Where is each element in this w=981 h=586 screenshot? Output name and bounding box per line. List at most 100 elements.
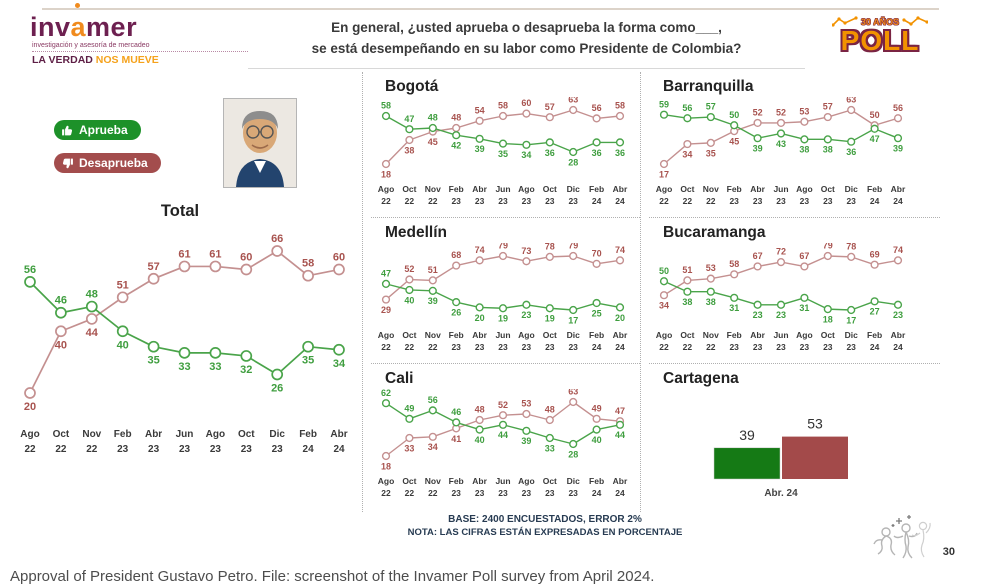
svg-text:39: 39 [521,436,531,446]
svg-text:56: 56 [428,395,438,405]
svg-text:Abr: Abr [750,330,765,340]
svg-text:22: 22 [405,342,415,352]
svg-text:Ago: Ago [656,330,673,340]
svg-text:24: 24 [870,342,880,352]
svg-text:63: 63 [568,97,578,105]
svg-text:24: 24 [592,342,602,352]
top-divider [42,8,939,10]
svg-text:23: 23 [846,196,856,206]
legend-desaprueba-label: Desaprueba [79,156,148,170]
svg-text:34: 34 [682,149,692,159]
svg-text:23: 23 [475,488,485,498]
medellin-title: Medellín [385,224,448,241]
svg-text:22: 22 [381,196,391,206]
svg-text:23: 23 [800,196,810,206]
svg-text:23: 23 [893,310,903,320]
svg-text:23: 23 [522,342,532,352]
svg-text:58: 58 [615,101,625,111]
svg-text:53: 53 [521,399,531,409]
svg-text:23: 23 [210,444,222,455]
svg-text:23: 23 [522,196,532,206]
svg-text:Oct: Oct [238,429,255,440]
svg-text:23: 23 [451,342,461,352]
svg-text:24: 24 [893,342,903,352]
svg-text:23: 23 [729,342,739,352]
svg-text:Feb: Feb [867,330,882,340]
svg-text:Feb: Feb [589,330,604,340]
svg-text:Oct: Oct [680,184,694,194]
svg-text:39: 39 [893,144,903,154]
svg-text:23: 23 [475,342,485,352]
svg-text:72: 72 [776,247,786,257]
svg-text:56: 56 [24,264,36,276]
svg-text:40: 40 [404,295,414,305]
cali-title: Cali [385,370,414,387]
svg-text:20: 20 [615,313,625,323]
svg-text:23: 23 [272,444,284,455]
svg-text:22: 22 [659,196,669,206]
logo-dot-icon [74,3,80,8]
bogota-title: Bogotá [385,78,439,95]
svg-text:Oct: Oct [402,184,416,194]
svg-text:50: 50 [659,266,669,276]
legend-desaprueba: Desaprueba [54,153,161,173]
svg-text:74: 74 [615,245,625,255]
right-column: Barranquilla 59 17 Ago 22 56 34 Oct 22 57 35 Nov 22… [640,72,940,512]
svg-text:35: 35 [147,355,159,367]
svg-text:23: 23 [568,196,578,206]
svg-text:Ago: Ago [378,476,395,486]
svg-text:67: 67 [753,251,763,261]
svg-text:23: 23 [729,196,739,206]
svg-text:45: 45 [428,137,438,147]
svg-text:Jun: Jun [176,429,194,440]
svg-text:20: 20 [475,313,485,323]
svg-text:57: 57 [147,261,159,273]
svg-text:Feb: Feb [727,330,742,340]
svg-text:60: 60 [521,98,531,108]
svg-text:Dic: Dic [567,184,581,194]
svg-text:36: 36 [615,148,625,158]
svg-text:23: 23 [545,342,555,352]
svg-text:24: 24 [333,444,345,455]
nota-note: NOTA: LAS CIFRAS ESTÁN EXPRESADAS EN POR… [407,527,683,538]
svg-text:22: 22 [55,444,67,455]
svg-text:Jun: Jun [495,476,510,486]
page-number: 30 [942,546,955,558]
svg-text:Jun: Jun [495,184,510,194]
svg-text:52: 52 [404,264,414,274]
svg-text:Feb: Feb [449,330,464,340]
svg-text:79: 79 [498,243,508,251]
svg-text:22: 22 [659,342,669,352]
svg-text:44: 44 [86,327,99,339]
total-chart-title: Total [160,202,200,220]
svg-text:24: 24 [592,488,602,498]
svg-text:33: 33 [545,443,555,453]
zigzag-line-icon [902,16,929,26]
footnotes: BASE: 2400 ENCUESTADOS, ERROR 2% NOTA: L… [330,514,760,538]
svg-text:20: 20 [24,401,36,413]
svg-text:23: 23 [846,342,856,352]
svg-text:Feb: Feb [589,476,604,486]
svg-text:40: 40 [55,339,67,351]
svg-text:23: 23 [117,444,129,455]
slide: inva mer investigación y asesoría de merc… [0,3,981,586]
svg-text:Abr: Abr [891,184,906,194]
svg-text:Nov: Nov [425,330,441,340]
svg-text:66: 66 [271,233,283,245]
middle-column: Bogotá 58 18 Ago 22 47 38 Oct 22 48 45 Nov 22 42 48 Fe… [362,72,640,512]
total-panel: Aprueba Desaprueba [10,72,362,512]
svg-text:28: 28 [568,157,578,167]
svg-text:Oct: Oct [680,330,694,340]
svg-text:67: 67 [799,251,809,261]
medellin-panel: Medellín 47 29 Ago 22 40 52 Oct 22 39 51 Nov 22 26 68… [371,218,640,364]
svg-text:51: 51 [682,265,692,275]
svg-text:48: 48 [475,405,485,415]
bucaramanga-panel: Bucaramanga 50 34 Ago 22 38 51 Oct 22 38 53 Nov 22 3… [649,218,940,364]
svg-text:31: 31 [799,303,809,313]
svg-text:Feb: Feb [727,184,742,194]
svg-text:29: 29 [381,305,391,315]
svg-text:40: 40 [117,339,129,351]
invamer-brand-text: inva mer [30,3,248,41]
svg-text:23: 23 [776,310,786,320]
svg-text:23: 23 [498,342,508,352]
